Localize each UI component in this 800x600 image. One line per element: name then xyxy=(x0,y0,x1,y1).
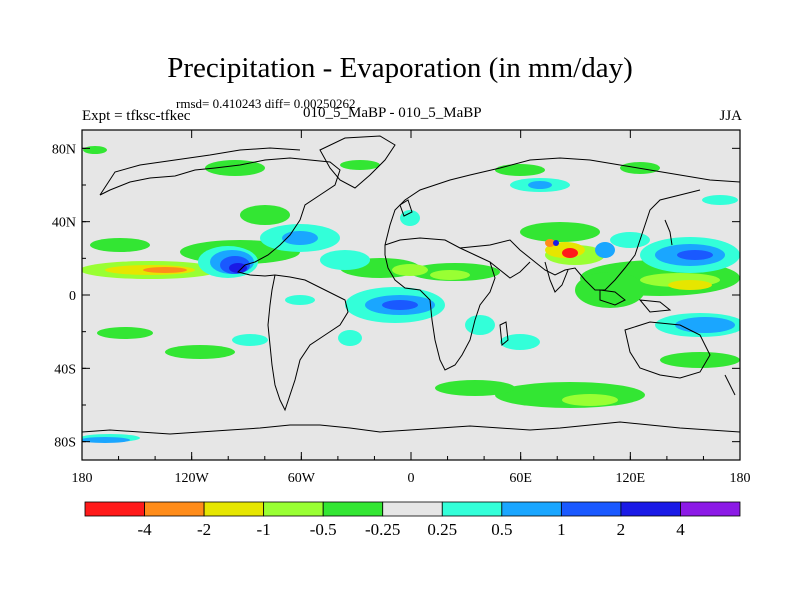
experiment-label: Expt = tfksc-tfkec xyxy=(82,108,191,124)
colorbar-label: 2 xyxy=(617,520,626,539)
colorbar-label: -0.5 xyxy=(310,520,337,539)
coastline-new-zealand xyxy=(724,374,736,396)
x-tick-label: 60E xyxy=(509,471,532,486)
y-tick-label: 80N xyxy=(52,142,76,157)
colorbar-swatch xyxy=(84,501,145,517)
plot-subtitle: 010_5_MaBP - 010_5_MaBP xyxy=(303,105,482,121)
very-strong-positive-patches xyxy=(229,240,559,273)
colorbar-swatch xyxy=(560,501,622,517)
coastline-india xyxy=(544,261,569,293)
colorbar: -4 -2 -1 -0.5 -0.25 0.25 0.5 1 2 4 xyxy=(84,501,741,539)
coastline-madagascar xyxy=(499,321,509,346)
colorbar-label: 4 xyxy=(676,520,685,539)
colorbar-swatch xyxy=(322,501,384,517)
coastline-asia-south xyxy=(459,189,701,291)
colorbar-swatch xyxy=(441,501,503,517)
y-tick-label: 80S xyxy=(54,436,76,451)
x-tick-label: 180 xyxy=(72,471,93,486)
coastline-new-guinea xyxy=(638,299,672,313)
x-tick-label: 180 xyxy=(730,471,751,486)
coastline-arabia xyxy=(489,261,531,279)
coastline-british-isles xyxy=(399,199,413,217)
coastline-japan xyxy=(664,219,673,246)
coastline-eurasia xyxy=(384,157,740,246)
coastline-south-america xyxy=(267,274,349,412)
strong-negative-cores xyxy=(143,239,578,273)
coastline-north-america-north xyxy=(99,147,301,196)
colorbar-label: -4 xyxy=(137,520,152,539)
plot-title: Precipitation - Evaporation (in mm/day) xyxy=(167,52,633,84)
rmsd-diff-stats: rmsd= 0.410243 diff= 0.00250262 xyxy=(176,96,356,111)
x-tick-label: 0 xyxy=(408,471,415,486)
colorbar-swatch xyxy=(144,501,205,517)
y-tick-label: 0 xyxy=(69,289,76,304)
colorbar-swatch xyxy=(501,501,562,517)
colorbar-swatch xyxy=(680,501,741,517)
contour-fields xyxy=(82,135,740,443)
season-label: JJA xyxy=(719,108,742,124)
coastline-greenland xyxy=(319,135,396,189)
coastline-maritime-continent xyxy=(599,289,626,306)
colorbar-swatch xyxy=(382,501,443,517)
x-tick-label: 120E xyxy=(616,471,646,486)
colorbar-swatch xyxy=(620,501,681,517)
x-tick-label: 60W xyxy=(288,471,316,486)
y-tick-label: 40N xyxy=(52,216,76,231)
colorbar-swatch xyxy=(263,501,324,517)
colorbar-swatch xyxy=(203,501,265,517)
axis-ticks: 180 120W 60W 0 60E 120E 180 80N 40N 0 40S 80S xyxy=(52,130,751,486)
colorbar-label: -2 xyxy=(197,520,211,539)
colorbar-label: -0.25 xyxy=(365,520,400,539)
coastline-antarctica xyxy=(82,421,740,435)
colorbar-label: 0.25 xyxy=(427,520,457,539)
colorbar-label: 0.5 xyxy=(491,520,512,539)
coastline-australia xyxy=(624,321,711,379)
colorbar-label: 1 xyxy=(557,520,566,539)
y-tick-label: 40S xyxy=(54,362,76,377)
colorbar-label: -1 xyxy=(257,520,271,539)
coastlines xyxy=(82,135,740,435)
x-tick-label: 120W xyxy=(175,471,210,486)
